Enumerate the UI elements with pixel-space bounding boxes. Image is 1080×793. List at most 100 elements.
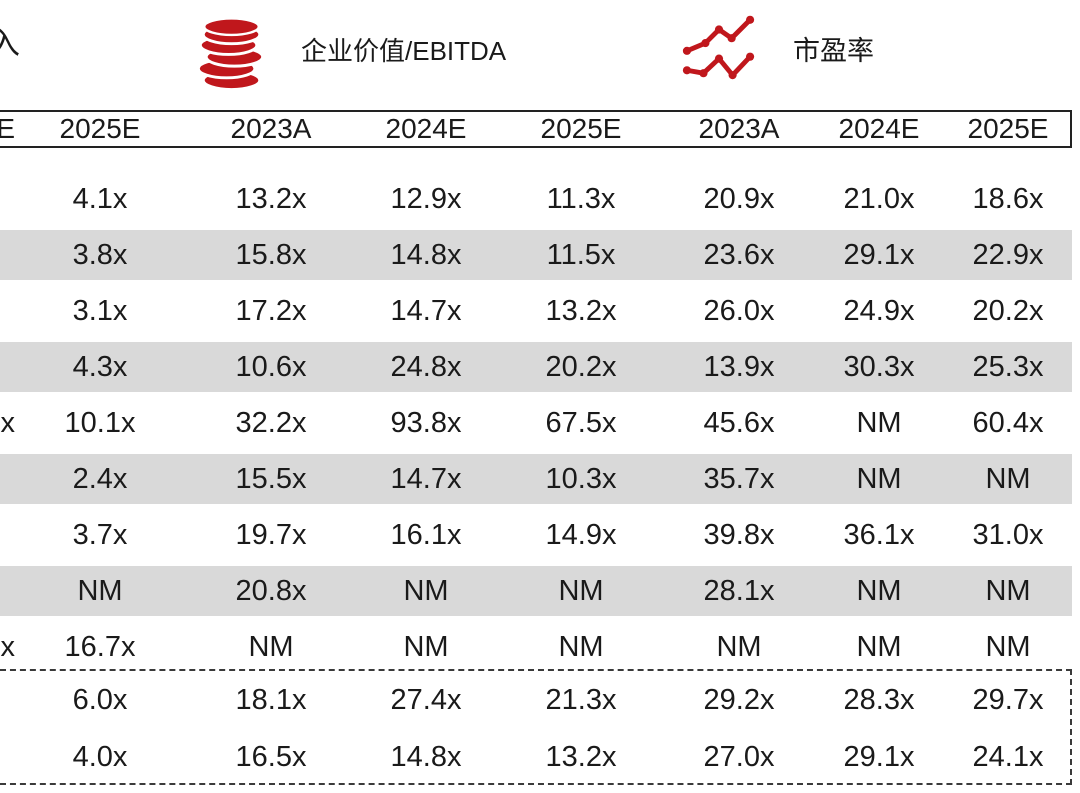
table-cell: 19.7x [235,518,307,551]
summary-cell: 24.1x [972,740,1044,773]
table-cell: 24.8x [390,350,462,383]
summary-cell: 27.4x [390,683,462,716]
header-cell: 2025E [59,113,141,144]
table-cell: 13.2x [235,182,307,215]
summary-section: 6.0x 18.1x 27.4x 21.3x 29.2x 28.3x 29.7x 4.0x 16… [0,669,1072,785]
summary-cell [0,729,18,785]
table-cell: 14.7x [390,462,462,495]
table-cell [0,230,18,280]
table-cell: 39.8x [703,518,775,551]
table-cell: NM [985,574,1031,607]
legend-pe-label: 市盈率 [793,36,874,66]
table-row: x 10.1x 32.2x 93.8x 67.5x 45.6x NM 60.4x [0,395,1072,451]
table-cell: 4.1x [72,182,128,215]
table-cell: 36.1x [843,518,915,551]
header-cell: 2023A [698,113,780,144]
table-row: x 16.7x NM NM NM NM NM NM [0,619,1072,675]
summary-cell: 6.0x [72,683,128,716]
header-cell: 2025E [540,113,622,144]
table-cell: NM [77,574,123,607]
table-cell: 24.9x [843,294,915,327]
summary-cell: 29.2x [703,683,775,716]
table-cell: 45.6x [703,406,775,439]
table-cell [0,342,18,392]
header-cell: 2024E [838,113,920,144]
table-cell: 31.0x [972,518,1044,551]
legend-ev-ebitda-label: 企业价值/EBITDA [301,36,507,66]
table-cell: 15.8x [235,238,307,271]
table-cell: 11.5x [546,238,616,271]
table-cell: x [0,630,16,663]
table-cell: 23.6x [703,238,775,271]
coins-icon [196,17,265,91]
summary-row: 4.0x 16.5x 14.8x 13.2x 27.0x 29.1x 24.1x [0,729,1072,785]
summary-cell: 29.7x [972,683,1044,716]
table-header-row: E 2025E 2023A 2024E 2025E 2023A 2024E 2025E [0,110,1072,148]
header-cell: E [0,113,15,144]
table-cell: 16.7x [64,630,136,663]
table-cell: 13.2x [545,294,617,327]
summary-cell: 27.0x [703,740,775,773]
table-cell: 16.1x [390,518,462,551]
header-cell: 2023A [230,113,312,144]
summary-cell: 16.5x [235,740,307,773]
table-row: 4.1x 13.2x 12.9x 11.3x 20.9x 21.0x 18.6x [0,171,1072,227]
table-cell: NM [985,630,1031,663]
table-row: 4.3x 10.6x 24.8x 20.2x 13.9x 30.3x 25.3x [0,339,1072,395]
table-cell: 20.8x [235,574,307,607]
table-cell: 13.9x [703,350,775,383]
table-cell: x [0,406,16,439]
table-cell: NM [856,462,902,495]
table-cell: NM [403,630,449,663]
table-row: NM 20.8x NM NM 28.1x NM NM [0,563,1072,619]
table-cell: NM [985,462,1031,495]
table-cell: 20.2x [972,294,1044,327]
table-cell [0,507,18,563]
table-cell: NM [558,574,604,607]
table-cell: 60.4x [972,406,1044,439]
table-cell: 3.1x [72,294,128,327]
summary-cell: 13.2x [545,740,617,773]
summary-cell: 21.3x [545,683,617,716]
table-cell: 10.1x [64,406,136,439]
table-cell [0,454,18,504]
table-cell: NM [856,574,902,607]
summary-row: 6.0x 18.1x 27.4x 21.3x 29.2x 28.3x 29.7x [0,671,1072,729]
table-cell: 67.5x [545,406,617,439]
table-cell: NM [716,630,762,663]
table-cell: 14.7x [390,294,462,327]
table-cell: 28.1x [703,574,775,607]
table-row: 2.4x 15.5x 14.7x 10.3x 35.7x NM NM [0,451,1072,507]
table-cell: 12.9x [390,182,462,215]
table-row: 3.1x 17.2x 14.7x 13.2x 26.0x 24.9x 20.2x [0,283,1072,339]
table-cell [0,283,18,339]
table-cell: 17.2x [235,294,307,327]
table-cell: NM [403,574,449,607]
table-cell: 32.2x [235,406,307,439]
table-cell: 35.7x [703,462,775,495]
table-cell: 18.6x [972,182,1044,215]
summary-cell [0,671,18,729]
table-cell: NM [248,630,294,663]
line-chart-icon [682,15,755,80]
summary-cell: 29.1x [843,740,915,773]
table-cell: 4.3x [72,350,128,383]
table-cell: 2.4x [72,462,128,495]
table-row: 3.7x 19.7x 16.1x 14.9x 39.8x 36.1x 31.0x [0,507,1072,563]
table-cell: 15.5x [235,462,307,495]
table-cell: 10.6x [235,350,307,383]
table-cell: 14.9x [545,518,617,551]
table-cell: 20.2x [545,350,617,383]
table-cell: 30.3x [843,350,915,383]
table-cell: 22.9x [972,238,1044,271]
table-cell [0,171,18,227]
header-cell: 2025E [967,113,1049,144]
table-cell [0,566,18,616]
table-cell: NM [856,630,902,663]
table-row: 3.8x 15.8x 14.8x 11.5x 23.6x 29.1x 22.9x [0,227,1072,283]
table-cell: 10.3x [545,462,617,495]
table-cell: 21.0x [843,182,915,215]
header-cell: 2024E [385,113,467,144]
legend-ev-revenue-partial-label: 入 [0,26,20,61]
